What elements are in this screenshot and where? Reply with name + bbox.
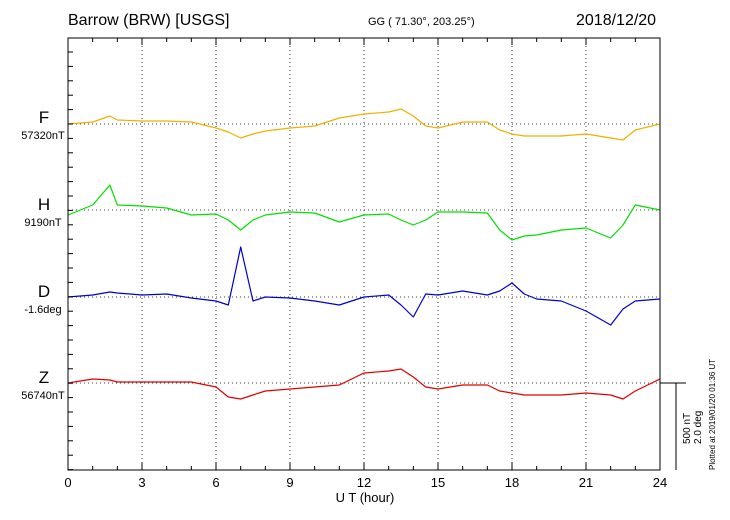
series-line-H [67,184,661,241]
x-axis-label: U T (hour) [335,490,395,505]
baseline-Z: 56740nT [21,390,65,402]
baseline-F: 57320nT [21,130,65,142]
x-tick-label-15: 15 [431,475,445,490]
x-tick-label-12: 12 [357,475,371,490]
label-Z: Z [38,368,50,387]
x-ticks: 0 3 6 9 12 15 18 21 24 [64,38,667,490]
plotted-timestamp: Plotted at 2019/01/20 01:36 UT [708,358,717,470]
baseline-D: -1.6deg [24,304,62,316]
baseline-H: 9190nT [24,217,62,229]
x-tick-label-24: 24 [653,475,667,490]
station-coordinates: GG ( 71.30°, 203.25°) [368,16,475,28]
label-D: D [37,282,51,301]
scale-bar [660,382,686,470]
scale-deg-label: 2.0 deg [693,410,704,444]
x-tick-label-0: 0 [64,475,71,490]
chart-date: 2018/12/20 [576,12,657,29]
plot-frame [67,37,661,471]
label-H: H [37,195,51,214]
series-line-D [67,246,661,326]
label-F: F [38,108,50,127]
x-tick-label-18: 18 [505,475,519,490]
x-tick-label-3: 3 [138,475,145,490]
station-title: Barrow (BRW) [USGS] [68,12,230,29]
x-tick-label-21: 21 [579,475,593,490]
x-tick-label-6: 6 [212,475,219,490]
series-line-Z [67,368,661,400]
series-line-F [67,108,661,141]
x-tick-label-9: 9 [286,475,293,490]
trace-group [67,108,661,400]
scale-nt-label: 500 nT [682,412,693,444]
grid-lines [68,38,660,470]
